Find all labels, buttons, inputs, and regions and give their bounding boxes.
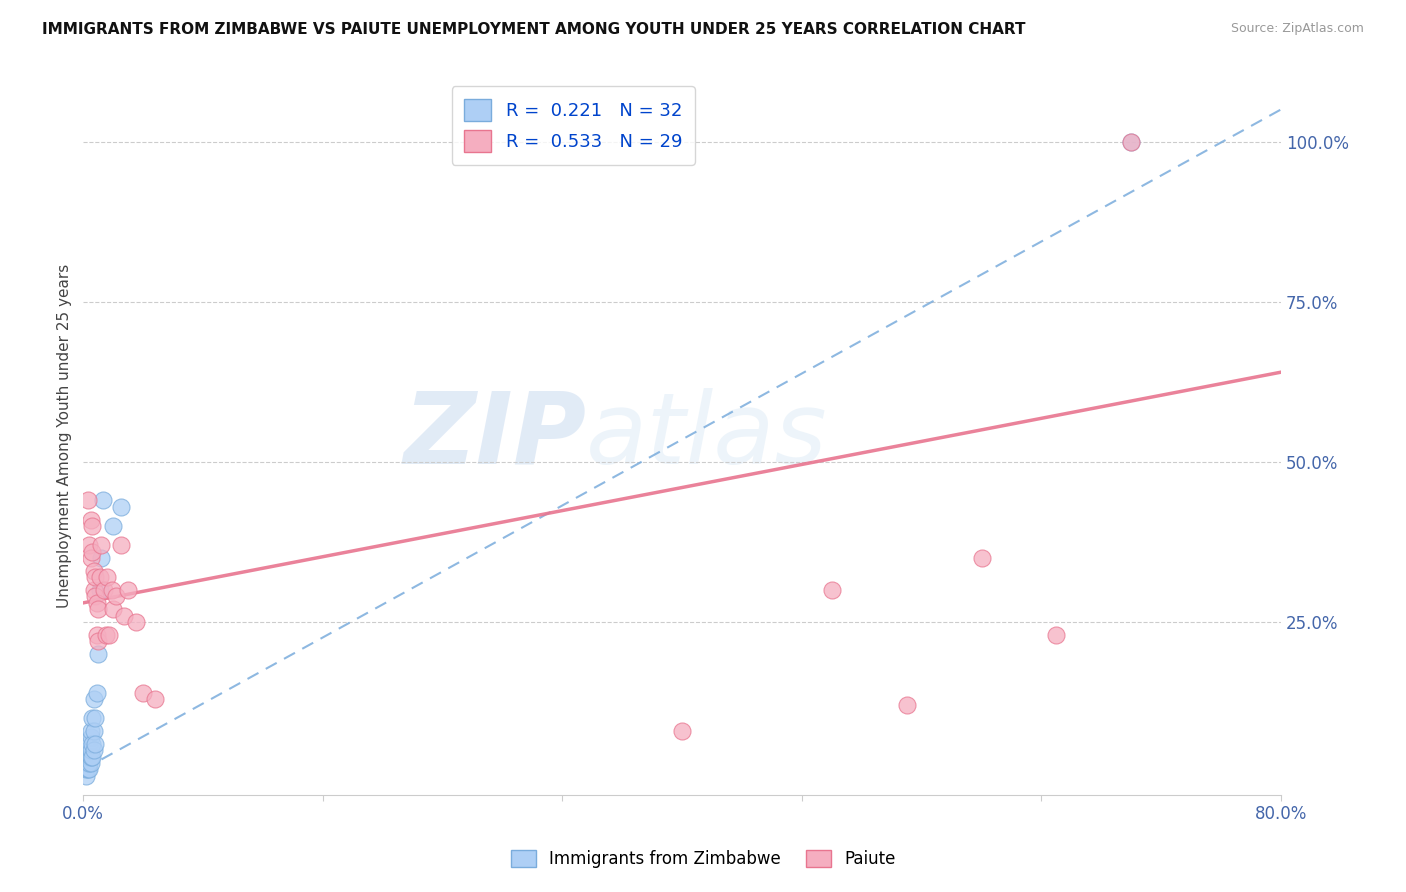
Y-axis label: Unemployment Among Youth under 25 years: Unemployment Among Youth under 25 years	[58, 264, 72, 608]
Point	[112, 608, 135, 623]
Point	[82, 519, 104, 533]
Text: ZIP: ZIP	[404, 388, 586, 484]
Point	[1121, 135, 1143, 149]
Point	[83, 564, 105, 578]
Point	[83, 743, 105, 757]
Point	[97, 628, 120, 642]
Point	[83, 582, 105, 597]
Point	[75, 756, 97, 770]
Point	[103, 602, 125, 616]
Point	[77, 538, 100, 552]
Point	[671, 723, 693, 738]
Point	[117, 582, 139, 597]
Point	[821, 582, 844, 597]
Point	[96, 570, 118, 584]
Point	[90, 551, 112, 566]
Text: Source: ZipAtlas.com: Source: ZipAtlas.com	[1230, 22, 1364, 36]
Point	[77, 737, 100, 751]
Point	[80, 756, 103, 770]
Point	[91, 493, 114, 508]
Point	[86, 685, 108, 699]
Point	[80, 551, 103, 566]
Point	[1045, 628, 1067, 642]
Point	[87, 602, 110, 616]
Point	[76, 743, 98, 757]
Point	[103, 519, 125, 533]
Point	[77, 756, 100, 770]
Point	[1121, 135, 1143, 149]
Legend: Immigrants from Zimbabwe, Paiute: Immigrants from Zimbabwe, Paiute	[503, 843, 903, 875]
Point	[87, 647, 110, 661]
Point	[80, 723, 103, 738]
Point	[125, 615, 148, 629]
Point	[86, 596, 108, 610]
Point	[90, 538, 112, 552]
Point	[80, 512, 103, 526]
Point	[110, 538, 132, 552]
Point	[110, 500, 132, 514]
Point	[87, 634, 110, 648]
Point	[84, 711, 107, 725]
Point	[94, 628, 117, 642]
Point	[84, 590, 107, 604]
Text: atlas: atlas	[586, 388, 828, 484]
Point	[970, 551, 993, 566]
Point	[82, 737, 104, 751]
Point	[143, 692, 166, 706]
Point	[77, 763, 100, 777]
Point	[89, 570, 111, 584]
Point	[80, 743, 103, 757]
Point	[82, 749, 104, 764]
Point	[77, 749, 100, 764]
Point	[76, 749, 98, 764]
Point	[84, 570, 107, 584]
Point	[76, 756, 98, 770]
Text: IMMIGRANTS FROM ZIMBABWE VS PAIUTE UNEMPLOYMENT AMONG YOUTH UNDER 25 YEARS CORRE: IMMIGRANTS FROM ZIMBABWE VS PAIUTE UNEMP…	[42, 22, 1026, 37]
Point	[82, 544, 104, 558]
Point	[75, 763, 97, 777]
Point	[83, 692, 105, 706]
Point	[76, 763, 98, 777]
Point	[86, 628, 108, 642]
Point	[82, 711, 104, 725]
Point	[100, 582, 122, 597]
Point	[105, 590, 128, 604]
Point	[76, 493, 98, 508]
Point	[75, 769, 97, 783]
Point	[93, 582, 115, 597]
Point	[896, 698, 918, 713]
Point	[80, 749, 103, 764]
Point	[84, 737, 107, 751]
Point	[89, 582, 111, 597]
Point	[80, 731, 103, 745]
Point	[83, 723, 105, 738]
Legend: R =  0.221   N = 32, R =  0.533   N = 29: R = 0.221 N = 32, R = 0.533 N = 29	[451, 87, 695, 165]
Point	[132, 685, 155, 699]
